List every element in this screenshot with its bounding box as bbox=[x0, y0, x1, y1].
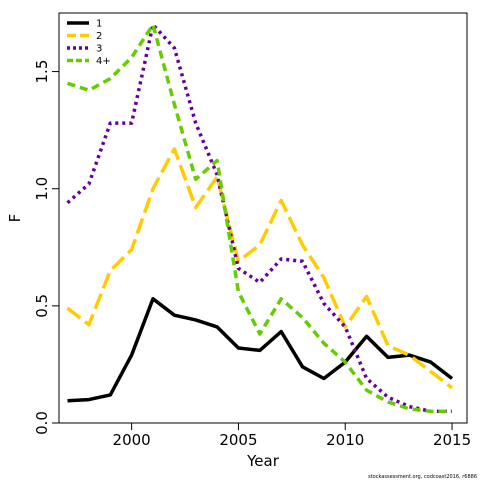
series-line-2 bbox=[66, 147, 454, 390]
legend-label: 2 bbox=[96, 31, 102, 42]
x-axis-title: Year bbox=[246, 452, 280, 470]
y-tick-label: 0.5 bbox=[33, 294, 51, 318]
legend-label: 1 bbox=[96, 19, 102, 30]
x-tick-label: 2005 bbox=[219, 431, 257, 449]
x-axis: 2000 2005 2010 2015 bbox=[113, 423, 471, 449]
x-tick-label: 2015 bbox=[433, 431, 471, 449]
series-line-4plus bbox=[66, 22, 452, 414]
series-layer bbox=[66, 22, 454, 414]
y-axis-title: F bbox=[6, 214, 24, 223]
series-line-3 bbox=[66, 22, 452, 414]
credit-text: stockassessment.org, codcoast2016, r6886 bbox=[368, 474, 477, 480]
x-tick-label: 2010 bbox=[326, 431, 364, 449]
legend: 12 34+ bbox=[67, 19, 111, 67]
legend-label: 3 bbox=[96, 44, 102, 55]
y-tick-label: 0.0 bbox=[33, 411, 51, 435]
x-tick-label: 2000 bbox=[113, 431, 151, 449]
legend-label: 4+ bbox=[96, 56, 111, 67]
y-tick-label: 1.0 bbox=[33, 177, 51, 201]
y-tick-label: 1.5 bbox=[33, 60, 51, 84]
y-axis: 0.0 0.5 1.0 1.5 bbox=[33, 60, 59, 435]
series-line-1 bbox=[67, 297, 454, 403]
plot-frame bbox=[58, 12, 468, 424]
